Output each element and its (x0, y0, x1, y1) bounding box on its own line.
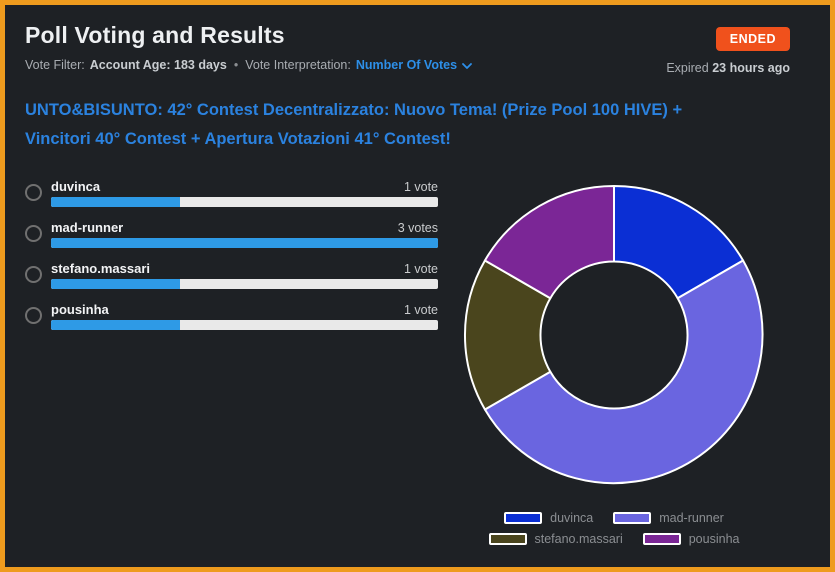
poll-option-row-duvinca[interactable]: duvinca 1 vote (25, 179, 438, 207)
donut-chart (463, 184, 764, 484)
poll-question: UNTO&BISUNTO: 42° Contest Decentralizzat… (25, 101, 683, 149)
option-label: duvinca (51, 178, 101, 194)
vote-interpretation-dropdown[interactable]: Number Of Votes (356, 58, 472, 72)
vote-bar-track (51, 237, 438, 248)
radio-icon[interactable] (25, 266, 42, 284)
poll-options-list: duvinca 1 vote mad-runner 3 votes stefan… (25, 179, 438, 546)
option-vote-count: 1 vote (403, 261, 438, 276)
legend-item-duvinca[interactable]: duvinca (504, 511, 593, 525)
header: Poll Voting and Results Vote Filter: Acc… (25, 22, 790, 75)
vote-bar-fill (51, 319, 180, 330)
legend-swatch-icon (488, 532, 527, 545)
chart-column: duvinca mad-runner stefano.massari pousi… (438, 179, 790, 546)
vote-bar-track (51, 196, 438, 207)
radio-icon[interactable] (25, 225, 42, 243)
option-label: mad-runner (51, 219, 124, 235)
legend-item-mad-runner[interactable]: mad-runner (613, 511, 724, 525)
option-vote-count: 1 vote (403, 302, 438, 317)
donut-segment-mad-runner[interactable] (483, 259, 764, 484)
radio-icon[interactable] (25, 184, 42, 202)
donut-segment-stefano.massari[interactable] (463, 259, 552, 411)
vote-bar-fill (51, 278, 180, 289)
vote-filter-line: Vote Filter: Account Age: 183 days • Vot… (25, 58, 472, 72)
option-vote-count: 1 vote (403, 179, 438, 194)
vote-filter-value: Account Age: 183 days (89, 58, 227, 72)
donut-segment-duvinca[interactable] (613, 184, 745, 299)
poll-option-row-pousinha[interactable]: pousinha 1 vote (25, 302, 438, 330)
donut-segment-pousinha[interactable] (483, 184, 615, 299)
legend-label: mad-runner (659, 510, 724, 525)
legend-swatch-icon (613, 511, 652, 524)
chevron-down-icon (462, 63, 472, 69)
legend-label: duvinca (550, 510, 594, 525)
radio-icon[interactable] (25, 307, 42, 325)
header-left: Poll Voting and Results Vote Filter: Acc… (25, 22, 472, 72)
legend-label: stefano.massari (534, 531, 623, 546)
vote-bar-track (51, 319, 438, 330)
page-title: Poll Voting and Results (25, 22, 285, 48)
poll-option-row-stefano.massari[interactable]: stefano.massari 1 vote (25, 261, 438, 289)
chart-legend: duvinca mad-runner stefano.massari pousi… (459, 511, 769, 546)
legend-swatch-icon (642, 532, 681, 545)
header-right: ENDED Expired 23 hours ago (666, 22, 790, 75)
vote-filter-label: Vote Filter: (25, 58, 85, 72)
separator-dot: • (233, 58, 239, 72)
legend-label: pousinha (688, 531, 740, 546)
vote-bar-track (51, 278, 438, 289)
vote-interpretation-value: Number Of Votes (355, 58, 458, 72)
option-label: stefano.massari (51, 260, 150, 276)
poll-body: duvinca 1 vote mad-runner 3 votes stefan… (25, 179, 790, 546)
legend-item-pousinha[interactable]: pousinha (642, 531, 740, 546)
legend-swatch-icon (504, 511, 543, 524)
vote-bar-fill (51, 196, 180, 207)
option-label: pousinha (51, 301, 109, 317)
status-badge: ENDED (715, 27, 790, 51)
poll-option-row-mad-runner[interactable]: mad-runner 3 votes (25, 220, 438, 248)
vote-bar-fill (51, 237, 438, 248)
option-vote-count: 3 votes (397, 220, 438, 235)
legend-item-stefano.massari[interactable]: stefano.massari (488, 531, 623, 546)
vote-interpretation-label: Vote Interpretation: (245, 58, 351, 72)
expired-text: Expired 23 hours ago (666, 61, 790, 75)
